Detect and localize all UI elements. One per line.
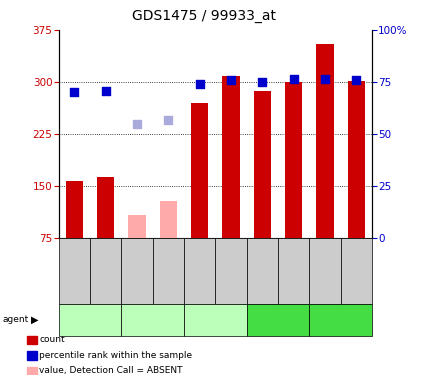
Text: GSM63804: GSM63804 — [159, 250, 168, 292]
Point — [321, 76, 328, 82]
Bar — [66, 180, 83, 238]
Text: GST control: GST control — [69, 316, 110, 322]
Bar — [128, 215, 145, 238]
Text: ▶: ▶ — [31, 315, 39, 325]
Point — [352, 77, 359, 83]
Text: GFP control: GFP control — [195, 316, 235, 322]
Text: activated Rho: activated Rho — [253, 316, 302, 322]
Text: agent: agent — [2, 315, 28, 324]
Bar — [159, 201, 177, 238]
Text: GSM63807: GSM63807 — [190, 250, 199, 292]
Text: percentile rank within the sample: percentile rank within the sample — [39, 351, 192, 360]
Text: GSM63803: GSM63803 — [128, 250, 137, 292]
Bar — [253, 91, 270, 238]
Text: activated
CRIK: activated CRIK — [323, 313, 356, 326]
Text: GDS1475 / 99933_at: GDS1475 / 99933_at — [132, 9, 276, 23]
Text: C3 transferase
toxin: C3 transferase toxin — [127, 313, 178, 326]
Text: GSM63811: GSM63811 — [253, 251, 262, 292]
Text: GSM63812: GSM63812 — [284, 251, 293, 292]
Bar — [347, 81, 364, 238]
Point — [133, 121, 140, 127]
Point — [258, 79, 265, 85]
Text: GSM63810: GSM63810 — [96, 250, 105, 292]
Text: GSM63808: GSM63808 — [221, 250, 230, 292]
Point — [227, 77, 234, 83]
Bar — [222, 76, 239, 238]
Bar — [316, 44, 333, 238]
Text: GSM63809: GSM63809 — [65, 250, 74, 292]
Bar — [97, 177, 114, 238]
Point — [289, 76, 296, 82]
Text: value, Detection Call = ABSENT: value, Detection Call = ABSENT — [39, 366, 182, 375]
Point — [102, 88, 109, 94]
Point — [196, 81, 203, 87]
Point — [164, 117, 171, 123]
Point — [71, 90, 78, 96]
Bar — [284, 82, 302, 238]
Text: count: count — [39, 335, 65, 344]
Text: GSM63805: GSM63805 — [315, 250, 324, 292]
Bar — [191, 103, 208, 238]
Text: GSM63806: GSM63806 — [346, 250, 355, 292]
